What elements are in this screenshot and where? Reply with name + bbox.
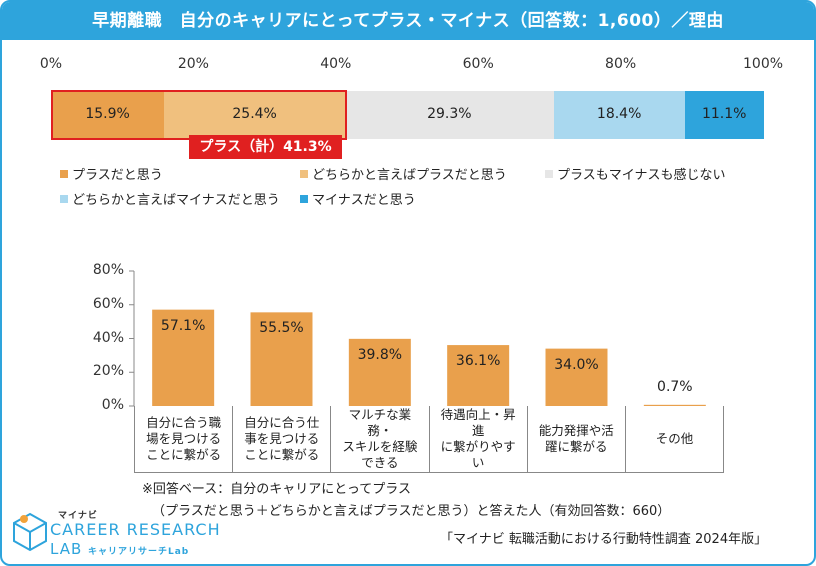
stack-segment-label: 15.9% [85,106,130,122]
category-label: マルチな業務・ スキルを経験 できる [331,406,430,472]
logo-brand: マイナビ [58,511,98,521]
stack-segment-label: 18.4% [596,106,642,122]
legend-swatch [300,195,308,203]
legend-swatch [300,170,308,178]
stack-tick-label: 100% [743,56,784,72]
note-line-2: （プラスだと思う＋どちらかと言えばプラスだと思う）と答えた人（有効回答数：660… [152,504,671,519]
legend-item: プラスだと思う [60,164,163,183]
reason-bar-label: 34.0% [554,356,599,373]
logo-cube-icon [13,512,47,552]
y-tick-label: 80% [92,262,124,278]
reason-bar-label: 57.1% [160,317,206,334]
y-tick-label: 60% [92,295,124,312]
y-tick-label: 20% [92,363,124,380]
reason-bar-label: 39.8% [357,346,403,363]
reason-bar [643,404,706,406]
reason-bar-label: 36.1% [455,353,501,370]
legend-swatch [60,170,68,178]
legend-label: マイナスだと思う [312,193,416,208]
reason-bar [250,312,313,406]
stack-segment-label: 11.1% [701,106,747,122]
reason-bar-label: 0.7% [657,378,693,395]
stack-segment [684,91,764,139]
source-citation: 「マイナビ 転職活動における行動特性調査 2024年版」 [440,532,768,547]
legend-label: プラスもマイナスも感じない [557,168,726,183]
legend-swatch [60,195,68,203]
legend-swatch [545,170,553,178]
category-label: 待遇向上・昇進 に繋がりやす い [430,406,528,472]
y-tick-label: 0% [101,397,124,413]
legend-item: プラスもマイナスも感じない [545,164,725,183]
category-label: 能力発揮や活 躍に繋がる [528,406,626,472]
legend-label: どちらかと言えばプラスだと思う [312,168,507,183]
category-table: 自分に合う職 場を見つける ことに繋がる 自分に合う仕 事を見つける ことに繋がる… [134,406,724,473]
legend-item: どちらかと言えばマイナスだと思う [60,189,280,208]
category-label: その他 [655,431,694,446]
reason-bar-label: 55.5% [259,320,304,337]
stack-segment [345,91,554,139]
stack-segment-label: 25.4% [232,106,277,122]
plus-total-badge: プラス（計）41.3% [189,135,342,159]
stack-tick-label: 60% [462,56,494,72]
stack-segment [553,91,685,139]
legend-label: どちらかと言えばマイナスだと思う [72,193,280,208]
stack-segment [164,91,346,139]
stack-tick-label: 0% [39,56,63,72]
legend-item: マイナスだと思う [300,189,416,208]
y-tick-label: 40% [92,329,124,346]
logo-subtitle: キャリアリサーチLab [88,547,190,557]
reason-bar [152,309,215,406]
stack-segment [51,91,165,139]
legend-label: プラスだと思う [72,168,163,183]
stack-tick-label: 20% [177,56,209,72]
stack-tick-label: 40% [320,56,352,72]
legend-item: どちらかと言えばプラスだと思う [300,164,507,183]
note-line-1: ※回答ベース：自分のキャリアにとってプラス [142,482,411,497]
stack-segment-label: 29.3% [427,106,472,122]
reason-bar [447,345,510,406]
logo-career-research: CAREER RESEARCH [50,520,221,539]
reason-bar [348,338,411,406]
chart-title: 早期離職 自分のキャリアにとってプラス・マイナス（回答数：1,600）／理由 [2,2,814,40]
reason-bar [545,348,608,406]
logo-lab: LAB [50,540,83,558]
category-label: 自分に合う職 場を見つける ことに繋がる [135,406,234,472]
category-label: 自分に合う仕 事を見つける ことに繋がる [233,406,332,472]
stack-tick-label: 80% [605,56,637,72]
